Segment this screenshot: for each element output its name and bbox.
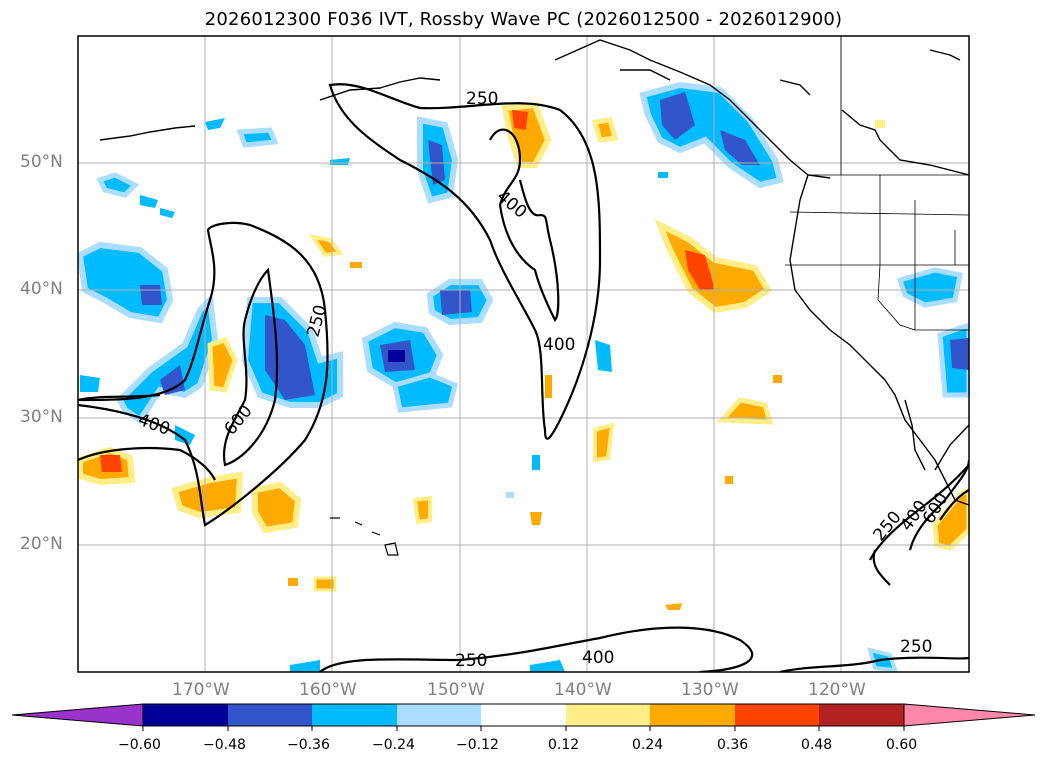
contour-label: 600 (221, 401, 257, 439)
contour-label: 250 (455, 651, 487, 671)
lon-label: 170°W (172, 680, 230, 700)
colorbar-tick-label: 0.24 (632, 737, 664, 753)
ivt-contours (78, 83, 969, 672)
colorbar-segment (650, 704, 735, 726)
colorbar-segment (397, 704, 481, 726)
colorbar-tick-label: −0.60 (118, 737, 161, 753)
contour-label: 400 (493, 187, 531, 223)
colorbar-segment (566, 704, 650, 726)
colorbar-segment (481, 704, 566, 726)
political-borders (785, 36, 969, 331)
lat-label: 40°N (20, 279, 63, 299)
contour-label: 400 (543, 335, 575, 355)
positive-anomaly-shading (78, 101, 969, 610)
colorbar-arrow-right (903, 703, 1036, 727)
colorbar-tick-label: 0.36 (717, 737, 749, 753)
lat-label: 30°N (20, 407, 63, 427)
contour-label: 250 (466, 89, 498, 109)
colorbar-arrow-left (11, 703, 144, 727)
colorbar-segment (143, 704, 228, 726)
lon-label: 150°W (427, 680, 485, 700)
coastlines (99, 39, 969, 506)
contour-label: 400 (135, 410, 172, 440)
contour-label: 400 (582, 648, 614, 668)
colorbar-tick-label: −0.12 (456, 737, 499, 753)
colorbar-tick-label: 0.12 (548, 737, 580, 753)
colorbar-tick-label: −0.48 (203, 737, 246, 753)
lon-label: 140°W (554, 680, 612, 700)
lat-label: 50°N (20, 152, 63, 172)
lon-label: 120°W (808, 680, 866, 700)
lon-label: 160°W (299, 680, 357, 700)
colorbar-segment (312, 704, 397, 726)
colorbar-tick-label: 0.48 (801, 737, 833, 753)
colorbar-segment (819, 704, 904, 726)
map-title: 2026012300 F036 IVT, Rossby Wave PC (202… (204, 9, 843, 30)
colorbar-tick-label: −0.24 (372, 737, 415, 753)
colorbar-segment (735, 704, 819, 726)
hawaii-islands (330, 517, 399, 556)
colorbar-segment (228, 704, 312, 726)
plot-frame (77, 35, 970, 673)
colorbar-tick-label: 0.60 (886, 737, 918, 753)
negative-anomaly-shading (78, 81, 969, 672)
colorbar-tick-label: −0.36 (287, 737, 330, 753)
colorbar (11, 703, 1036, 731)
lon-label: 130°W (681, 680, 739, 700)
lat-label: 20°N (20, 534, 63, 554)
map-plot-area: 250 400 400 250 400 600 250 400 250 400 … (78, 36, 969, 672)
contour-label: 250 (900, 637, 932, 657)
